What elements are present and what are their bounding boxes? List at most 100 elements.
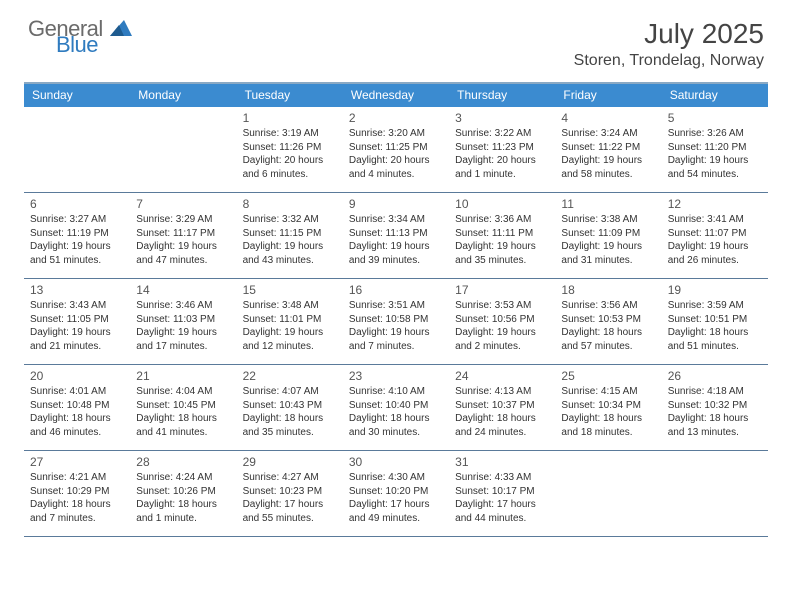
sunset-text: Sunset: 10:53 PM — [561, 313, 656, 327]
weekday-header: Tuesday — [237, 84, 343, 107]
daylight-text: Daylight: 18 hours — [30, 412, 125, 426]
weekday-header-row: SundayMondayTuesdayWednesdayThursdayFrid… — [24, 84, 768, 107]
day-number: 29 — [243, 454, 338, 470]
sunrise-text: Sunrise: 3:34 AM — [349, 213, 444, 227]
sunset-text: Sunset: 11:13 PM — [349, 227, 444, 241]
brand-triangle-icon — [110, 20, 132, 36]
day-number: 3 — [455, 110, 550, 126]
sunrise-text: Sunrise: 3:59 AM — [668, 299, 763, 313]
sunset-text: Sunset: 11:11 PM — [455, 227, 550, 241]
sunrise-text: Sunrise: 4:01 AM — [30, 385, 125, 399]
sunset-text: Sunset: 11:20 PM — [668, 141, 763, 155]
brand-text: General Blue — [28, 18, 132, 56]
sunrise-text: Sunrise: 3:43 AM — [30, 299, 125, 313]
day-number: 24 — [455, 368, 550, 384]
calendar-day: 14Sunrise: 3:46 AMSunset: 11:03 PMDaylig… — [130, 279, 236, 364]
daylight-text: and 58 minutes. — [561, 168, 656, 182]
sunrise-text: Sunrise: 3:19 AM — [243, 127, 338, 141]
day-number: 30 — [349, 454, 444, 470]
sunset-text: Sunset: 11:07 PM — [668, 227, 763, 241]
sunset-text: Sunset: 10:37 PM — [455, 399, 550, 413]
sunrise-text: Sunrise: 3:36 AM — [455, 213, 550, 227]
daylight-text: Daylight: 18 hours — [349, 412, 444, 426]
daylight-text: and 55 minutes. — [243, 512, 338, 526]
calendar-day: 1Sunrise: 3:19 AMSunset: 11:26 PMDayligh… — [237, 107, 343, 192]
daylight-text: Daylight: 19 hours — [668, 240, 763, 254]
sunset-text: Sunset: 10:29 PM — [30, 485, 125, 499]
daylight-text: Daylight: 18 hours — [455, 412, 550, 426]
daylight-text: Daylight: 19 hours — [243, 240, 338, 254]
weekday-header: Friday — [555, 84, 661, 107]
sunrise-text: Sunrise: 3:41 AM — [668, 213, 763, 227]
daylight-text: Daylight: 19 hours — [136, 240, 231, 254]
calendar-day: 10Sunrise: 3:36 AMSunset: 11:11 PMDaylig… — [449, 193, 555, 278]
calendar-week-row: 20Sunrise: 4:01 AMSunset: 10:48 PMDaylig… — [24, 365, 768, 451]
sunrise-text: Sunrise: 3:51 AM — [349, 299, 444, 313]
daylight-text: and 54 minutes. — [668, 168, 763, 182]
daylight-text: Daylight: 19 hours — [243, 326, 338, 340]
sunrise-text: Sunrise: 3:26 AM — [668, 127, 763, 141]
daylight-text: Daylight: 19 hours — [349, 240, 444, 254]
calendar-day: 20Sunrise: 4:01 AMSunset: 10:48 PMDaylig… — [24, 365, 130, 450]
daylight-text: and 21 minutes. — [30, 340, 125, 354]
sunrise-text: Sunrise: 3:48 AM — [243, 299, 338, 313]
day-number: 10 — [455, 196, 550, 212]
daylight-text: Daylight: 19 hours — [455, 326, 550, 340]
calendar-day: 18Sunrise: 3:56 AMSunset: 10:53 PMDaylig… — [555, 279, 661, 364]
day-number: 20 — [30, 368, 125, 384]
daylight-text: Daylight: 18 hours — [668, 412, 763, 426]
day-number: 17 — [455, 282, 550, 298]
daylight-text: and 35 minutes. — [455, 254, 550, 268]
sunset-text: Sunset: 10:34 PM — [561, 399, 656, 413]
calendar-day: 9Sunrise: 3:34 AMSunset: 11:13 PMDayligh… — [343, 193, 449, 278]
calendar-day: 19Sunrise: 3:59 AMSunset: 10:51 PMDaylig… — [662, 279, 768, 364]
day-number: 18 — [561, 282, 656, 298]
calendar-day: 25Sunrise: 4:15 AMSunset: 10:34 PMDaylig… — [555, 365, 661, 450]
day-number: 12 — [668, 196, 763, 212]
calendar-day: 8Sunrise: 3:32 AMSunset: 11:15 PMDayligh… — [237, 193, 343, 278]
daylight-text: and 49 minutes. — [349, 512, 444, 526]
day-number: 1 — [243, 110, 338, 126]
day-number: 28 — [136, 454, 231, 470]
sunset-text: Sunset: 11:05 PM — [30, 313, 125, 327]
day-number: 31 — [455, 454, 550, 470]
sunset-text: Sunset: 10:23 PM — [243, 485, 338, 499]
daylight-text: and 47 minutes. — [136, 254, 231, 268]
calendar-day: 12Sunrise: 3:41 AMSunset: 11:07 PMDaylig… — [662, 193, 768, 278]
calendar-day: 5Sunrise: 3:26 AMSunset: 11:20 PMDayligh… — [662, 107, 768, 192]
sunrise-text: Sunrise: 3:24 AM — [561, 127, 656, 141]
day-number: 7 — [136, 196, 231, 212]
sunset-text: Sunset: 11:09 PM — [561, 227, 656, 241]
calendar-day: 23Sunrise: 4:10 AMSunset: 10:40 PMDaylig… — [343, 365, 449, 450]
sunrise-text: Sunrise: 4:10 AM — [349, 385, 444, 399]
sunset-text: Sunset: 11:03 PM — [136, 313, 231, 327]
day-number: 23 — [349, 368, 444, 384]
sunset-text: Sunset: 11:17 PM — [136, 227, 231, 241]
daylight-text: Daylight: 18 hours — [136, 498, 231, 512]
weekday-header: Saturday — [662, 84, 768, 107]
calendar-day: 3Sunrise: 3:22 AMSunset: 11:23 PMDayligh… — [449, 107, 555, 192]
daylight-text: Daylight: 18 hours — [243, 412, 338, 426]
sunrise-text: Sunrise: 3:29 AM — [136, 213, 231, 227]
calendar-day: 24Sunrise: 4:13 AMSunset: 10:37 PMDaylig… — [449, 365, 555, 450]
sunset-text: Sunset: 10:40 PM — [349, 399, 444, 413]
daylight-text: and 46 minutes. — [30, 426, 125, 440]
daylight-text: Daylight: 19 hours — [561, 240, 656, 254]
daylight-text: Daylight: 19 hours — [136, 326, 231, 340]
sunrise-text: Sunrise: 3:27 AM — [30, 213, 125, 227]
daylight-text: and 30 minutes. — [349, 426, 444, 440]
calendar-day: 2Sunrise: 3:20 AMSunset: 11:25 PMDayligh… — [343, 107, 449, 192]
weekday-header: Thursday — [449, 84, 555, 107]
daylight-text: Daylight: 20 hours — [243, 154, 338, 168]
daylight-text: Daylight: 17 hours — [349, 498, 444, 512]
daylight-text: and 43 minutes. — [243, 254, 338, 268]
daylight-text: and 2 minutes. — [455, 340, 550, 354]
sunset-text: Sunset: 11:26 PM — [243, 141, 338, 155]
sunrise-text: Sunrise: 4:07 AM — [243, 385, 338, 399]
day-number: 19 — [668, 282, 763, 298]
sunset-text: Sunset: 11:19 PM — [30, 227, 125, 241]
sunrise-text: Sunrise: 3:22 AM — [455, 127, 550, 141]
daylight-text: Daylight: 17 hours — [243, 498, 338, 512]
daylight-text: Daylight: 19 hours — [349, 326, 444, 340]
calendar-week-row: 6Sunrise: 3:27 AMSunset: 11:19 PMDayligh… — [24, 193, 768, 279]
